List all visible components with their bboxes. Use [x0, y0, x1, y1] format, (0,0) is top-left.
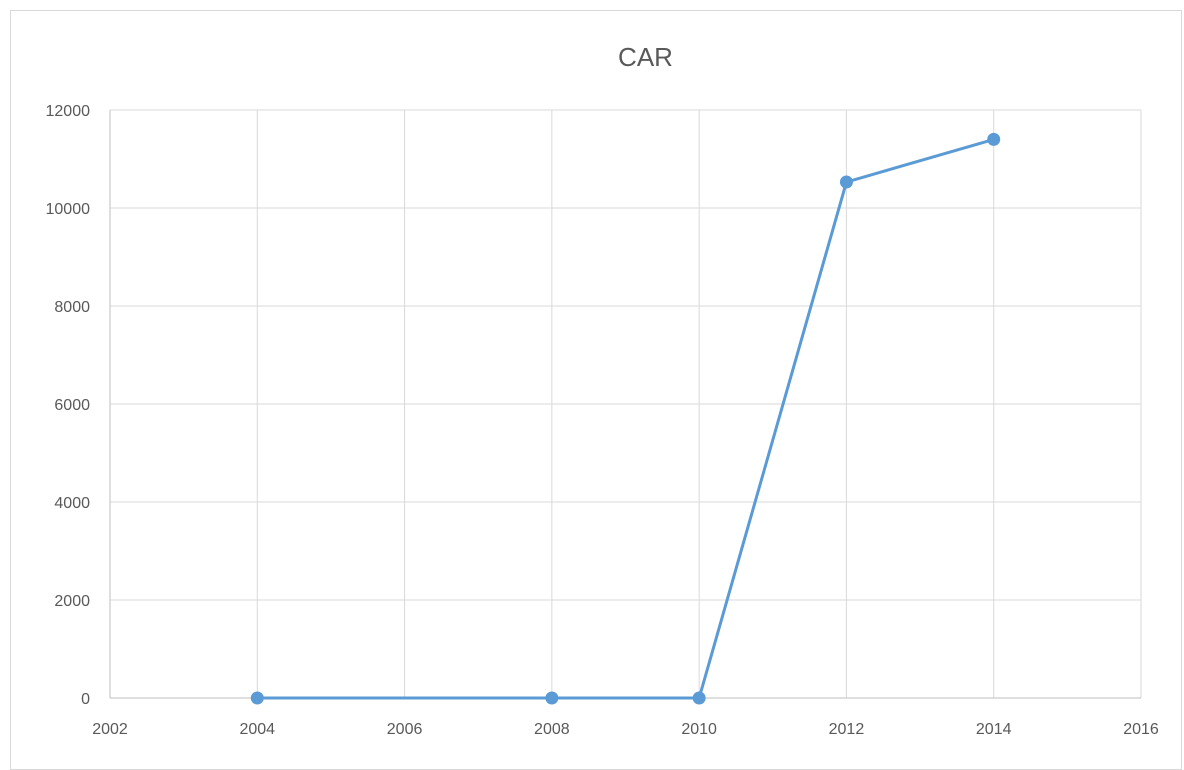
x-tick-label: 2008: [534, 721, 570, 738]
y-tick-label: 2000: [54, 593, 90, 610]
series-line: [257, 137, 995, 700]
y-tick-label: 0: [81, 691, 90, 708]
x-tick-label: 2010: [681, 721, 717, 738]
x-tick-label: 2016: [1123, 721, 1159, 738]
data-point: [692, 691, 706, 705]
x-tick-label: 2012: [829, 721, 865, 738]
data-point: [250, 691, 264, 705]
y-tick-label: 8000: [54, 299, 90, 316]
x-tick-label: 2004: [239, 721, 275, 738]
car-chart: CAR 2002 2004 2006 2008 2010 2012 2014 2016 020…: [46, 42, 1159, 738]
y-tick-label: 6000: [54, 397, 90, 414]
x-tick-labels: 2002 2004 2006 2008 2010 2012 2014 2016: [92, 721, 1159, 738]
chart-frame: [10, 10, 1182, 770]
data-point: [839, 175, 853, 189]
y-tick-label: 12000: [46, 103, 91, 120]
gridlines: [110, 109, 1142, 698]
x-tick-label: 2002: [92, 721, 128, 738]
data-point: [545, 691, 559, 705]
series: [250, 132, 1001, 705]
y-tick-label: 4000: [54, 495, 90, 512]
x-tick-label: 2014: [976, 721, 1012, 738]
chart-title: CAR: [618, 42, 673, 72]
y-tick-labels: 0 2000 4000 6000 8000 10000 12000: [46, 103, 91, 708]
y-tick-label: 10000: [46, 201, 91, 218]
data-point: [987, 132, 1001, 146]
x-tick-label: 2006: [387, 721, 423, 738]
